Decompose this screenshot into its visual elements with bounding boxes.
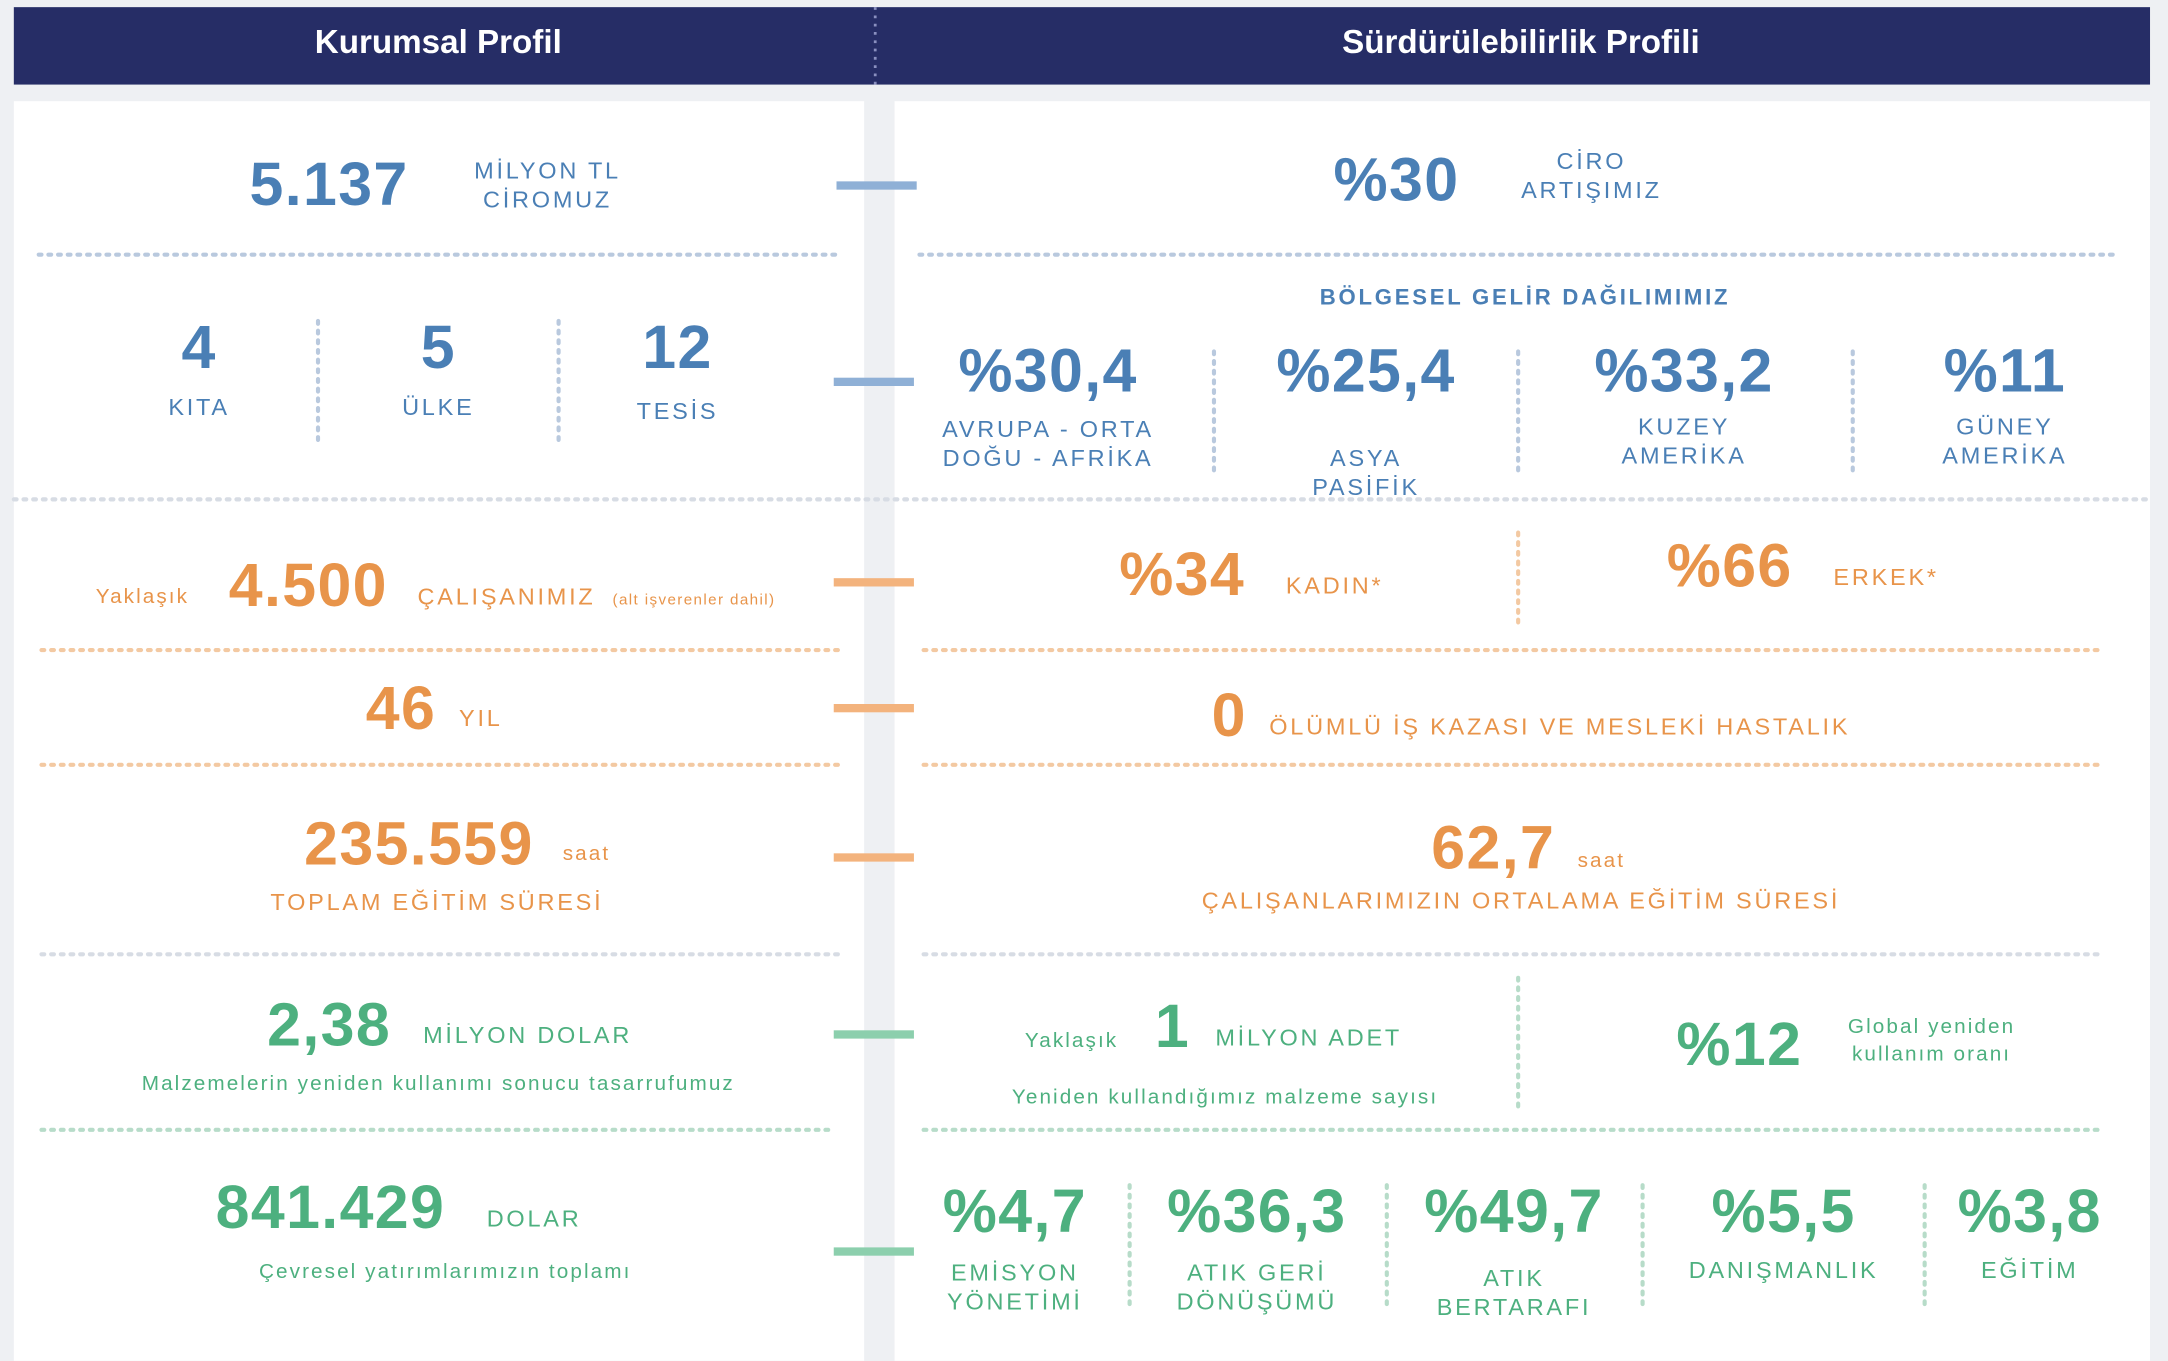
stat-label: DÖNÜŞÜMÜ xyxy=(1177,1289,1338,1315)
stat-label: MİLYON ADET xyxy=(1215,1025,1402,1051)
stat-label: ARTIŞIMIZ xyxy=(1521,177,1662,203)
stat-label: TESİS xyxy=(637,398,719,424)
stat-label: MİLYON DOLAR xyxy=(423,1022,632,1048)
connector xyxy=(836,181,917,190)
stat-label: ATIK xyxy=(1483,1265,1545,1291)
stat-value: 1 xyxy=(1155,992,1190,1060)
section-title: BÖLGESEL GELİR DAĞILIMIMIZ xyxy=(1320,284,1731,309)
stat-label: GÜNEY xyxy=(1956,413,2053,439)
stat-value: 5.137 xyxy=(250,150,409,218)
stat-label: Global yeniden xyxy=(1848,1015,2015,1038)
stat-label: EMİSYON xyxy=(951,1260,1079,1286)
stat-value: %3,8 xyxy=(1958,1177,2102,1245)
separators xyxy=(11,252,2153,1314)
stat-label: ÇALIŞANLARIMIZIN ORTALAMA EĞİTİM SÜRESİ xyxy=(1202,888,1840,914)
connector xyxy=(833,1247,914,1256)
stat-label: EĞİTİM xyxy=(1981,1257,2079,1283)
stat-prefix: Yaklaşık xyxy=(1025,1029,1118,1052)
header-right: Sürdürülebilirlik Profili xyxy=(1342,24,1700,61)
stat-value: 0 xyxy=(1212,681,1247,749)
stat-value: %49,7 xyxy=(1424,1177,1603,1245)
connector xyxy=(833,578,914,587)
left-panel xyxy=(13,101,865,1361)
stat-value: %30,4 xyxy=(958,337,1137,405)
stat-label: BERTARAFI xyxy=(1437,1294,1592,1320)
stat-value: 4.500 xyxy=(229,551,388,619)
stat-value: %11 xyxy=(1944,337,2067,405)
stat-value: %36,3 xyxy=(1167,1177,1346,1245)
connector xyxy=(833,704,914,713)
stat-value: 235.559 xyxy=(304,809,534,877)
stat-label: KITA xyxy=(168,394,230,420)
stat-label: TOPLAM EĞİTİM SÜRESİ xyxy=(270,889,603,915)
stat-value: 62,7 xyxy=(1431,814,1555,882)
stat-unit: saat xyxy=(1578,849,1625,872)
stat-value: %33,2 xyxy=(1594,337,1773,405)
stat-label: CİROMUZ xyxy=(483,187,612,213)
stat-label: KADIN* xyxy=(1286,572,1384,598)
connector xyxy=(833,1030,914,1039)
header-bar xyxy=(13,7,2151,85)
stat-value: 841.429 xyxy=(216,1173,446,1241)
stat-value: %5,5 xyxy=(1712,1177,1856,1245)
stat-value: 2,38 xyxy=(267,991,391,1059)
regional-items: %30,4 AVRUPA - ORTA DOĞU - AFRİKA %25,4 ASYA… xyxy=(942,337,2067,501)
stat-value: %30 xyxy=(1334,146,1460,214)
connector xyxy=(833,377,914,386)
stat-label: DOĞU - AFRİKA xyxy=(943,445,1154,471)
connectors xyxy=(833,181,917,1256)
stat-value: %4,7 xyxy=(943,1177,1087,1245)
stat-label: PASİFİK xyxy=(1312,474,1420,500)
stat-label: AMERİKA xyxy=(1622,442,1747,468)
header-left: Kurumsal Profil xyxy=(315,24,562,61)
stat-description: Çevresel yatırımlarımızın toplamı xyxy=(259,1260,631,1283)
stat-label: ATIK GERİ xyxy=(1187,1260,1326,1286)
stat-description: Malzemelerin yeniden kullanımı sonucu ta… xyxy=(142,1072,735,1095)
connector xyxy=(833,853,914,862)
stat-label: YÖNETİMİ xyxy=(947,1289,1083,1315)
stat-value: 4 xyxy=(181,313,216,381)
stat-label: DOLAR xyxy=(487,1206,582,1232)
stat-label: ÖLÜMLÜ İŞ KAZASI VE MESLEKİ HASTALIK xyxy=(1269,713,1850,739)
stat-prefix: Yaklaşık xyxy=(96,585,189,608)
stat-value: 46 xyxy=(366,674,436,742)
stat-label: MİLYON TL xyxy=(474,158,621,184)
stat-label: CİRO xyxy=(1557,148,1627,174)
stat-label: ASYA xyxy=(1330,445,1402,471)
stat-value: %25,4 xyxy=(1276,337,1455,405)
stat-label: YIL xyxy=(459,705,503,731)
stat-value: %34 xyxy=(1119,540,1245,608)
stat-value: %12 xyxy=(1676,1010,1802,1078)
stat-value: %66 xyxy=(1667,531,1793,599)
stat-label: KUZEY xyxy=(1638,413,1730,439)
stat-description: Yeniden kullandığımız malzeme sayısı xyxy=(1012,1086,1438,1109)
stat-value: 5 xyxy=(421,313,456,381)
stat-label: ERKEK* xyxy=(1833,564,1938,590)
right-panel xyxy=(894,101,2151,1361)
stat-label: ÇALIŞANIMIZ xyxy=(418,583,596,609)
stat-unit: saat xyxy=(563,842,610,865)
stat-note: (alt işverenler dahil) xyxy=(613,591,776,608)
stat-label: AVRUPA - ORTA xyxy=(942,416,1154,442)
env-spend-items: %4,7 EMİSYON YÖNETİMİ %36,3 ATIK GERİ DÖNÜŞÜM… xyxy=(943,1177,2102,1320)
stat-label: ÜLKE xyxy=(402,394,474,420)
stat-label: AMERİKA xyxy=(1942,442,2067,468)
stat-label: kullanım oranı xyxy=(1852,1043,2011,1066)
stat-value: 12 xyxy=(642,313,712,381)
stat-label: DANIŞMANLIK xyxy=(1689,1257,1879,1283)
